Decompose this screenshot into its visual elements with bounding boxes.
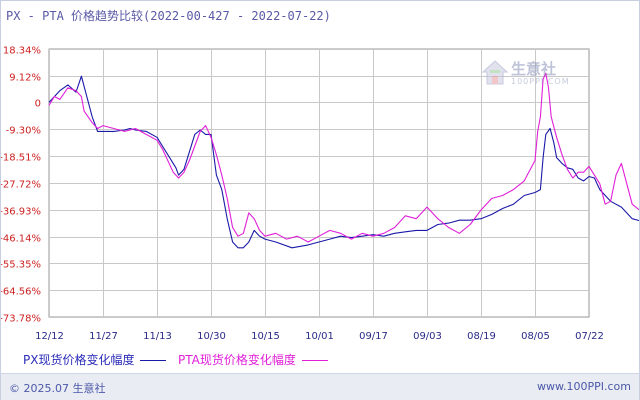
legend-pta: PTA现货价格变化幅度 <box>178 351 328 368</box>
y-tick-label: -18.51% <box>1 153 41 164</box>
x-tick-label: 08/19 <box>467 331 496 342</box>
watermark-name: 生意社 <box>511 60 557 78</box>
series-line-pta <box>48 72 639 243</box>
chart-svg: 18.34% 9.12% 0 -9.30% -18.51% -27.72% -36.93% -… <box>1 46 639 343</box>
legend-pta-label: PTA现货价格变化幅度 <box>178 353 296 367</box>
x-tick-label: 07/22 <box>575 331 604 342</box>
chart-title: PX - PTA 价格趋势比较(2022-00-427 - 2022-07-22… <box>6 9 331 23</box>
axis-layer: 18.34% 9.12% 0 -9.30% -18.51% -27.72% -36.93% -… <box>1 46 604 343</box>
series-line-px <box>48 75 639 249</box>
legend-px-line <box>140 360 167 361</box>
footer-bar: © 2025.07 生意社 www.100PPI.com <box>1 373 639 400</box>
footer-copyright: © 2025.07 生意社 <box>9 382 106 395</box>
y-tick-label: -64.56% <box>1 287 41 298</box>
series-layer <box>48 72 639 249</box>
legend-px-label: PX现货价格变化幅度 <box>23 353 135 367</box>
watermark-logo: 生意社 100PPI.COM <box>481 58 576 92</box>
footer-url[interactable]: www.100PPI.com <box>537 380 631 393</box>
y-tick-label: 18.34% <box>3 46 41 57</box>
legend-pta-line <box>301 360 328 361</box>
grid-layer <box>48 48 590 318</box>
y-tick-label: -73.78% <box>1 314 41 325</box>
x-tick-label: 08/05 <box>521 331 550 342</box>
x-tick-label: 10/30 <box>197 331 226 342</box>
x-tick-label: 10/15 <box>251 331 280 342</box>
watermark-url: 100PPI.COM <box>511 77 570 86</box>
y-tick-label: -55.35% <box>1 260 41 271</box>
y-tick-label: -36.93% <box>1 207 41 218</box>
x-tick-label: 11/27 <box>89 331 118 342</box>
x-tick-label: 11/13 <box>143 331 172 342</box>
legend-px: PX现货价格变化幅度 <box>23 351 167 368</box>
y-tick-label: -9.30% <box>6 126 41 137</box>
y-tick-label: -27.72% <box>1 180 41 191</box>
x-tick-label: 09/03 <box>413 331 442 342</box>
y-tick-label: -46.14% <box>1 234 41 245</box>
y-tick-label: 9.12% <box>9 73 41 84</box>
x-tick-label: 09/17 <box>359 331 388 342</box>
x-tick-label: 10/01 <box>305 331 334 342</box>
y-tick-label: 0 <box>35 99 41 110</box>
x-tick-label: 12/12 <box>35 331 64 342</box>
house-icon <box>481 60 509 85</box>
